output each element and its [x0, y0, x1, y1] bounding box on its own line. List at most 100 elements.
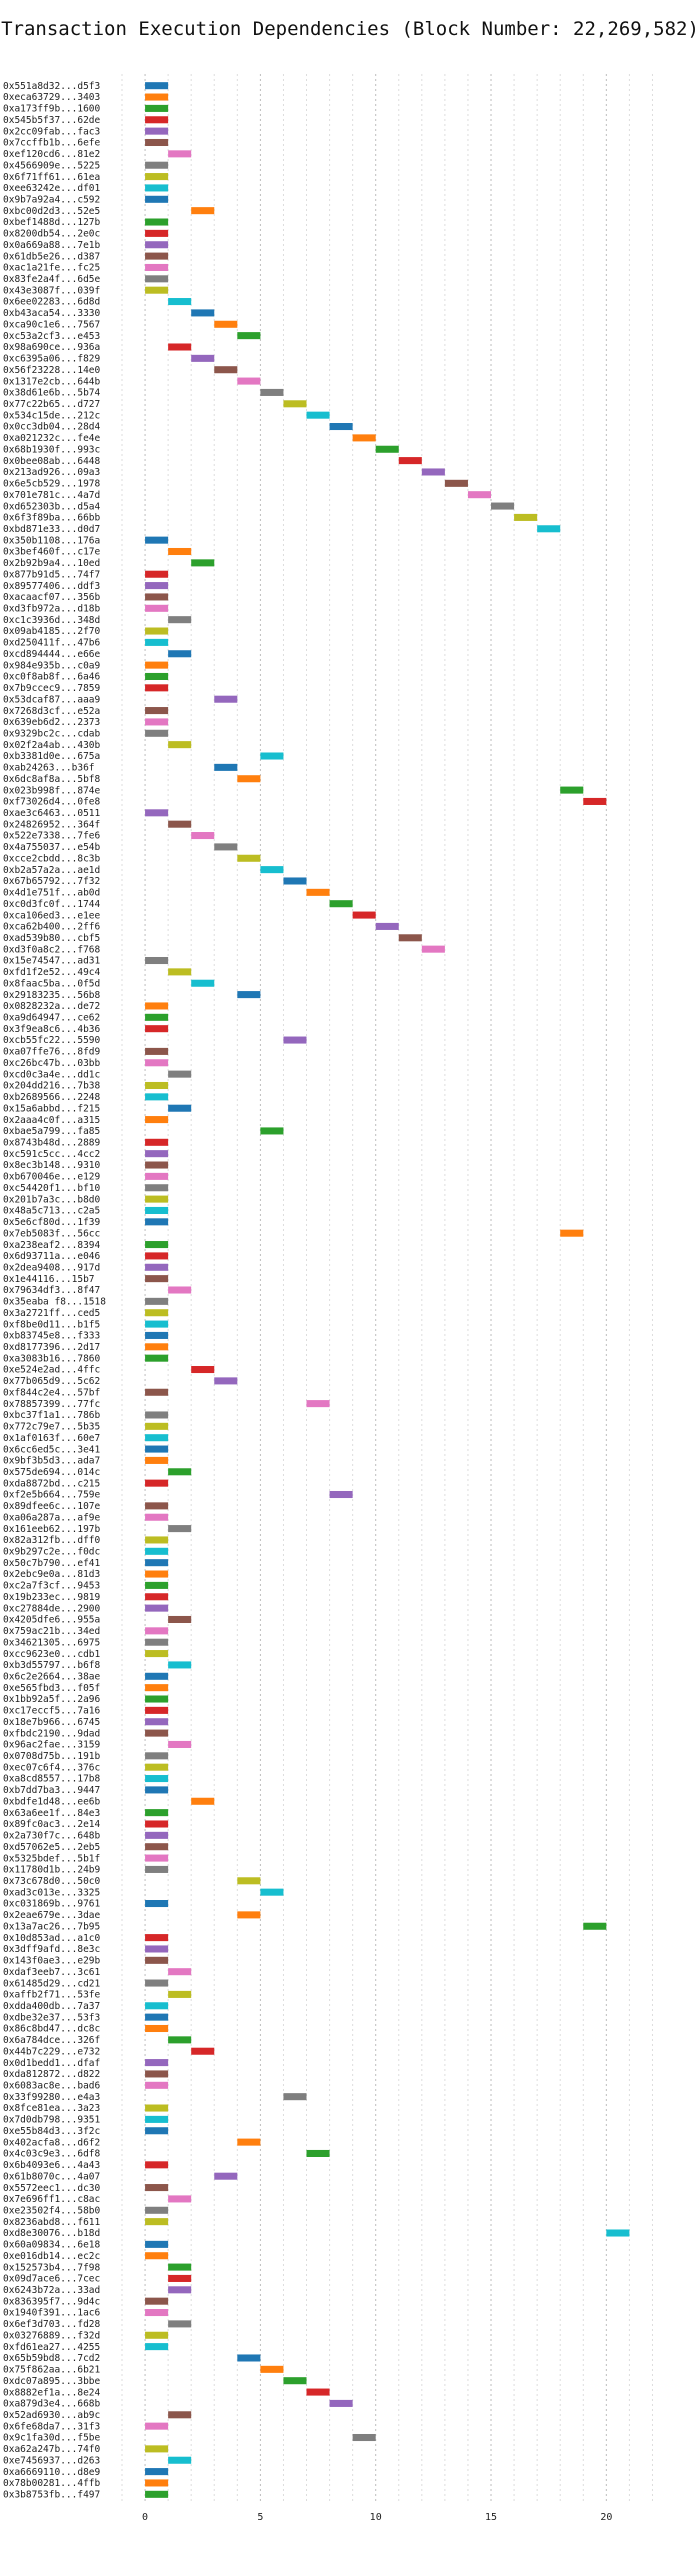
tx-label: 0x5e6cf80d...1f39	[3, 1217, 101, 1228]
tx-bar	[145, 1945, 169, 1953]
tx-label: 0x8ec3b148...9310	[3, 1160, 101, 1171]
tx-label: 0x35eaba f8...1518	[3, 1297, 106, 1308]
tx-bar	[145, 1059, 169, 1067]
tx-bar	[329, 2399, 353, 2407]
tx-bar	[145, 2297, 169, 2305]
tx-label: 0x24826952...364f	[3, 819, 100, 830]
tx-label: 0xf8be0d11...b1f5	[3, 1319, 100, 1330]
tx-label: 0x10d853ad...a1c0	[3, 1933, 101, 1944]
tx-label: 0xbc00d2d3...52e5	[3, 206, 100, 217]
tx-bar	[145, 1297, 169, 1305]
tx-label: 0x4d1e751f...ab0d	[3, 888, 100, 899]
tx-bar	[214, 763, 238, 771]
tx-label: 0x60a09834...6e18	[3, 2240, 101, 2251]
tx-label: 0x575de694...014c	[3, 1467, 100, 1478]
tx-bar	[145, 1343, 169, 1351]
tx-label: 0x4566909e...5225	[3, 160, 100, 171]
tx-bar	[514, 513, 538, 521]
tx-bar	[145, 286, 169, 294]
tx-bar	[145, 570, 169, 578]
tx-label: 0x6243b72a...33ad	[3, 2285, 100, 2296]
tx-label: 0xef120cd6...81e2	[3, 149, 100, 160]
tx-bar	[168, 1968, 192, 1976]
tx-label: 0x4a755037...e54b	[3, 842, 101, 853]
tx-bar	[145, 582, 169, 590]
tx-bar	[145, 1456, 169, 1464]
tx-bar	[145, 1047, 169, 1055]
tx-label: 0x89dfee6c...107e	[3, 1501, 101, 1512]
tx-bar	[560, 1229, 584, 1237]
tx-label: 0x639eb6d2...2373	[3, 717, 100, 728]
tx-label: 0xda8872bd...c215	[3, 1478, 100, 1489]
tx-bar	[168, 1990, 192, 1998]
tx-label: 0x52ad6930...ab9c	[3, 2410, 100, 2421]
tx-label: 0x350b1108...176a	[3, 535, 100, 546]
tx-label: 0x522e7338...7fe6	[3, 831, 101, 842]
tx-label: 0x82a312fb...dff0	[3, 1535, 101, 1546]
tx-label: 0xdc07a895...3bbe	[3, 2376, 101, 2387]
tx-label: 0x7e696ff1...c8ac	[3, 2194, 100, 2205]
tx-label: 0xacaacf07...356b	[3, 592, 101, 603]
tx-bar	[145, 809, 169, 817]
tx-label: 0x6a784dce...326f	[3, 2035, 100, 2046]
tx-bar	[145, 2422, 169, 2430]
tx-bar	[491, 502, 515, 510]
tx-bar	[145, 2081, 169, 2089]
tx-bar	[237, 854, 261, 862]
tx-bar	[145, 1081, 169, 1090]
tx-label: 0xdbe32e37...53f3	[3, 2012, 100, 2023]
tx-bar	[237, 1877, 261, 1885]
tx-label: 0xa238eaf2...8394	[3, 1240, 101, 1251]
tx-bar	[145, 1604, 169, 1612]
tx-label: 0x48a5c713...c2a5	[3, 1206, 100, 1217]
tx-label: 0x984e935b...c0a9	[3, 660, 101, 671]
tx-bar	[145, 627, 169, 635]
tx-bar	[260, 1127, 284, 1135]
tx-label: 0x0a669a88...7e1b	[3, 240, 101, 251]
tx-label: 0x2eae679e...3dae	[3, 1910, 101, 1921]
tx-bar	[145, 1252, 169, 1260]
tx-label: 0x77c22b65...d727	[3, 399, 100, 410]
tx-label: 0x09d7ace6...7cec	[3, 2274, 100, 2285]
tx-bar	[214, 366, 238, 374]
tx-bar	[145, 536, 169, 544]
tx-bar	[375, 445, 399, 453]
tx-bar	[191, 1366, 215, 1374]
tx-bar	[145, 2218, 169, 2226]
tx-bar	[145, 229, 169, 237]
tx-bar	[168, 2411, 192, 2419]
tx-label: 0x38d61e6b...5b74	[3, 388, 101, 399]
tx-bar	[329, 1490, 353, 1499]
tx-label: 0x1bb92a5f...2a96	[3, 1694, 101, 1705]
tx-label: 0x201b7a3c...b8d0	[3, 1194, 101, 1205]
tx-bar	[168, 741, 192, 749]
tx-label: 0x02f2a4ab...430b	[3, 740, 101, 751]
tx-bar	[329, 423, 353, 431]
tx-label: 0x9c1fa30d...f5be	[3, 2433, 101, 2444]
tx-bar	[168, 150, 192, 158]
tx-label: 0xd250411f...47b6	[3, 638, 101, 649]
tx-label: 0x7b9ccec9...7859	[3, 683, 101, 694]
tx-bar	[145, 1434, 169, 1442]
tx-label: 0xb3d55797...b6f8	[3, 1660, 101, 1671]
tx-label: 0xca90c1e6...7567	[3, 319, 100, 330]
tx-bar	[237, 377, 261, 385]
tx-label: 0xb43aca54...3330	[3, 308, 101, 319]
tx-label: 0xbdfe1d48...ee6b	[3, 1796, 101, 1807]
tx-bar	[168, 1525, 192, 1533]
tx-bar	[145, 1422, 169, 1430]
tx-bar	[168, 820, 192, 828]
tx-label: 0x213ad926...09a3	[3, 467, 100, 478]
tx-label: 0x551a8d32...d5f3	[3, 81, 100, 92]
tx-label: 0xe23502f4...58b0	[3, 2205, 101, 2216]
tx-bar	[560, 786, 584, 794]
tx-label: 0x836395f7...9d4c	[3, 2296, 100, 2307]
tx-bar	[145, 604, 169, 612]
tx-bar	[145, 1388, 169, 1396]
tx-bar	[145, 1172, 169, 1180]
tx-label: 0xb2689566...2248	[3, 1092, 101, 1103]
tx-bar	[145, 116, 169, 124]
tx-bar	[191, 559, 215, 567]
tx-label: 0x53dcaf87...aaa9	[3, 694, 101, 705]
tx-label: 0x4205dfe6...955a	[3, 1615, 100, 1626]
